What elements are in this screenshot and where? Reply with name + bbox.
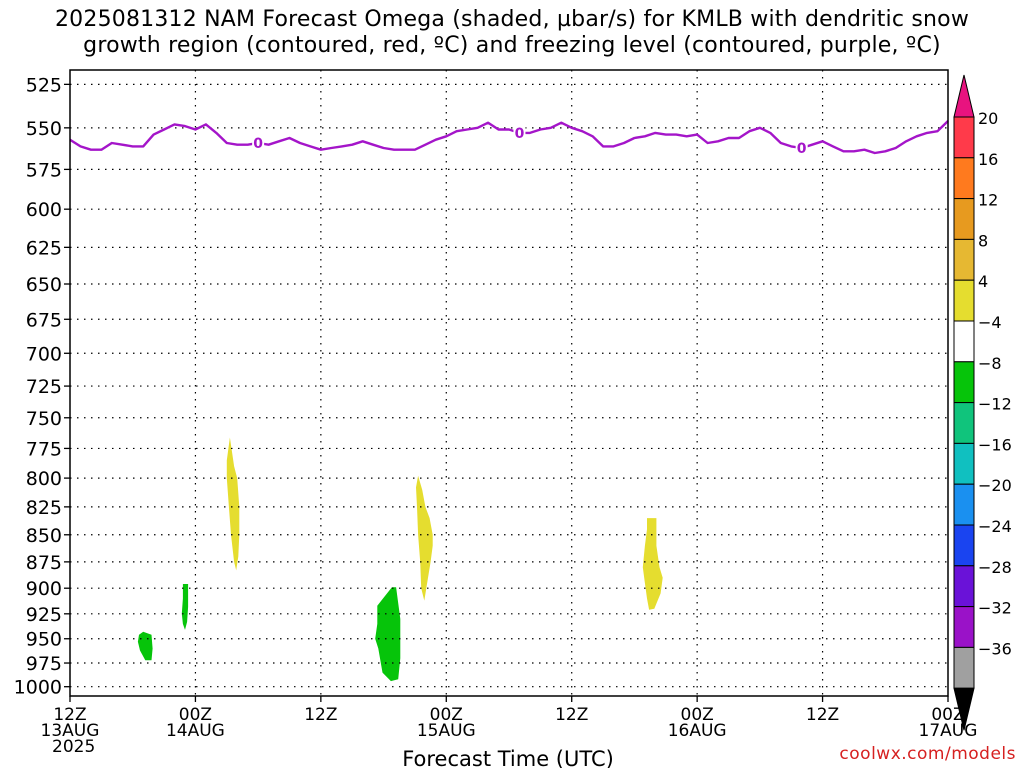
grid-layer [70, 70, 948, 696]
omega-region-4 [137, 631, 153, 661]
x-axis-label: Forecast Time (UTC) [402, 747, 614, 768]
y-tick-label: 925 [26, 604, 62, 626]
colorbar-segment [953, 116, 975, 159]
x-tick-label: 12Z [53, 705, 86, 725]
colorbar-label: −36 [978, 639, 1012, 658]
y-tick-label: 700 [26, 343, 62, 365]
y-tick-label: 525 [26, 74, 62, 96]
x-tick-label: 13AUG [41, 721, 100, 741]
colorbar-label: −32 [978, 599, 1012, 618]
colorbar-segment [953, 198, 975, 240]
omega-region-1 [416, 475, 433, 601]
x-tick-label: 12Z [555, 705, 588, 725]
y-tick-label: 975 [26, 653, 62, 675]
colorbar-label: −24 [978, 517, 1012, 536]
freezing-label-bg-0 [252, 136, 265, 151]
colorbar-segment [953, 524, 975, 567]
colorbar-label: −4 [978, 313, 1002, 332]
omega-region-0 [226, 437, 240, 571]
plot-border [69, 69, 949, 697]
colorbar-bottom-arrow [953, 687, 975, 731]
colorbar-label: −20 [978, 476, 1012, 495]
colorbar-label: 16 [978, 150, 998, 169]
colorbar-label: −28 [978, 558, 1012, 577]
credit-text: coolwx.com/models [839, 744, 1016, 764]
colorbar-segment [953, 279, 975, 322]
chart-title-line1: 2025081312 NAM Forecast Omega (shaded, µ… [54, 7, 970, 32]
y-tick-label: 575 [26, 159, 62, 181]
freezing-level-layer: 0 0 0 [69, 120, 949, 157]
chart-title-line2: growth region (contoured, red, ºC) and f… [83, 33, 941, 58]
colorbar-segment [953, 606, 975, 648]
x-tick-label: 17AUG [919, 721, 978, 741]
x-tick-label: 00Z [931, 705, 964, 725]
x-tick-label: 00Z [430, 705, 463, 725]
y-tick-label: 750 [26, 408, 62, 430]
y-tick-label: 950 [26, 629, 62, 651]
freezing-label-bg-2 [795, 141, 808, 156]
y-tick-label: 600 [26, 199, 62, 221]
colorbar-segment [953, 157, 975, 200]
y-tick-label: 625 [26, 237, 62, 259]
colorbar-label: 20 [978, 109, 998, 128]
x-tick-label: 12Z [304, 705, 337, 725]
colorbar-segment [953, 320, 975, 363]
y-axis: 525 550 575 600 625 650 675 700 725 750 775 800 825 8… [14, 74, 70, 699]
freezing-label-bg-1 [513, 125, 526, 140]
x-tick-label: 00Z [681, 705, 714, 725]
colorbar-label: −16 [978, 435, 1012, 454]
freezing-level-label: 0 [797, 141, 807, 157]
colorbar-label: 12 [978, 191, 998, 210]
freezing-level-line [69, 120, 949, 155]
y-tick-label: 775 [26, 438, 62, 460]
omega-region-2 [642, 518, 663, 610]
y-tick-label: 875 [26, 552, 62, 574]
colorbar-segment [953, 565, 975, 608]
colorbar: 20 16 12 8 4 −4 −8 −12 −16 −20 −24 −28 −32 −36 [953, 74, 1012, 731]
y-tick-label: 725 [26, 376, 62, 398]
colorbar-label: 4 [978, 272, 988, 291]
x-tick-label: 00Z [179, 705, 212, 725]
omega-shading-layer [137, 437, 663, 682]
y-tick-label: 650 [26, 274, 62, 296]
colorbar-segment [953, 442, 975, 485]
colorbar-segment [953, 238, 975, 281]
colorbar-label: 8 [978, 231, 988, 250]
omega-region-3 [181, 584, 189, 630]
plot-frame [69, 69, 949, 697]
y-tick-label: 675 [26, 309, 62, 331]
colorbar-top-arrow [953, 74, 975, 118]
y-tick-label: 850 [26, 525, 62, 547]
x-tick-label: 14AUG [166, 721, 225, 741]
x-tick-label: 16AUG [668, 721, 727, 741]
colorbar-label: −12 [978, 395, 1012, 414]
freezing-level-label: 0 [515, 126, 525, 142]
x-tick-label: 2025 [52, 737, 95, 757]
colorbar-label: −8 [978, 354, 1002, 373]
colorbar-segment [953, 361, 975, 404]
x-tick-label: 12Z [806, 705, 839, 725]
y-tick-label: 1000 [14, 677, 62, 699]
y-tick-label: 800 [26, 468, 62, 490]
colorbar-segment [953, 483, 975, 526]
omega-region-5 [375, 587, 401, 682]
y-tick-label: 550 [26, 118, 62, 140]
y-tick-label: 900 [26, 578, 62, 600]
freezing-level-label: 0 [253, 136, 263, 152]
colorbar-segment [953, 646, 975, 689]
x-tick-label: 15AUG [417, 721, 476, 741]
y-tick-label: 825 [26, 497, 62, 519]
colorbar-segment [953, 402, 975, 444]
